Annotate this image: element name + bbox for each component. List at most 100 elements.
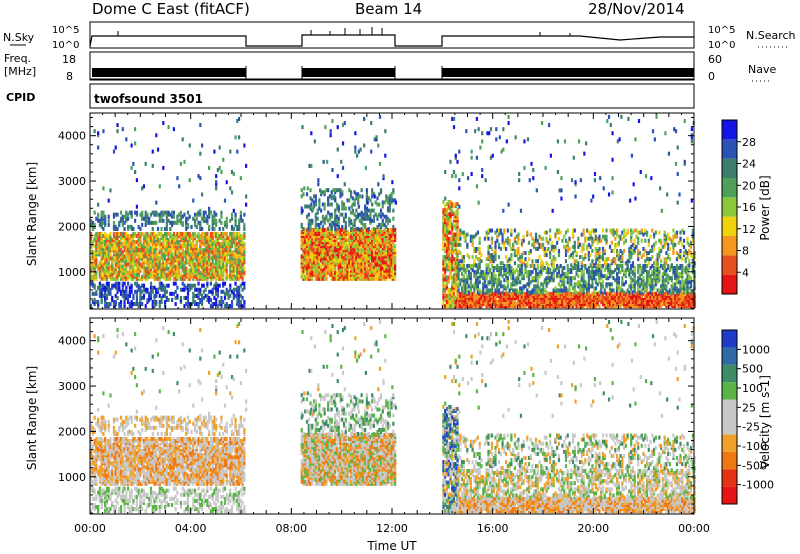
power-cell <box>452 238 456 243</box>
power-cell <box>346 274 349 279</box>
power-cell <box>237 231 241 236</box>
power-cell <box>540 302 543 307</box>
power-cell <box>522 293 525 298</box>
power-cell <box>541 300 545 305</box>
power-cell <box>223 268 227 273</box>
power-cell <box>445 277 449 282</box>
power-cell <box>364 204 367 209</box>
power-cell <box>342 236 346 241</box>
power-cell <box>132 266 135 271</box>
power-cell <box>316 233 319 238</box>
power-cell <box>176 242 179 247</box>
power-cell <box>638 300 642 305</box>
power-cell <box>346 270 349 275</box>
power-cell <box>577 295 580 300</box>
power-cell <box>570 291 573 296</box>
power-cell <box>307 233 310 238</box>
power-cell <box>360 270 363 275</box>
power-cell <box>119 218 123 223</box>
power-cell <box>172 258 175 263</box>
power-cell <box>344 220 347 225</box>
power-cell <box>112 233 116 238</box>
power-cell <box>227 252 230 257</box>
power-cell <box>603 295 606 300</box>
power-cell <box>199 236 202 241</box>
power-cell <box>371 238 374 243</box>
power-cell <box>515 268 518 273</box>
power-cell <box>149 285 153 290</box>
power-cell <box>549 291 552 296</box>
power-cell <box>206 283 209 288</box>
power-cell <box>365 196 369 201</box>
power-cell <box>183 274 186 279</box>
power-cell <box>478 293 481 298</box>
power-cell <box>312 240 316 245</box>
power-cell <box>188 302 191 307</box>
power-cell <box>130 283 133 288</box>
power-cell <box>211 266 214 271</box>
power-cell <box>451 230 454 235</box>
power-cell <box>367 238 370 243</box>
power-cell <box>524 297 527 302</box>
power-cell <box>447 244 450 249</box>
power-cell <box>447 295 450 300</box>
power-cell <box>575 297 578 302</box>
power-cell <box>379 260 383 265</box>
power-cell <box>374 200 377 205</box>
power-cell <box>556 291 559 296</box>
power-cell <box>385 272 388 277</box>
power-cell <box>186 291 190 296</box>
power-cell <box>689 300 693 305</box>
power-cell <box>353 274 356 279</box>
power-cell <box>499 268 502 273</box>
power-cell <box>215 276 218 281</box>
power-cell <box>330 233 333 238</box>
power-cell <box>536 291 539 296</box>
power-cell <box>130 242 133 247</box>
power-cell <box>225 248 228 253</box>
power-cell <box>95 289 98 294</box>
power-cell <box>452 304 456 309</box>
power-cell <box>105 304 109 309</box>
power-cell <box>229 264 232 269</box>
power-cell <box>211 302 214 307</box>
power-cell <box>392 270 395 275</box>
power-cell <box>506 291 509 296</box>
power-cell <box>358 242 361 247</box>
power-cell <box>383 268 386 273</box>
power-cell <box>323 233 326 238</box>
power-cell <box>392 262 395 267</box>
power-cell <box>302 233 305 238</box>
power-cell <box>130 264 133 269</box>
power-cell <box>478 297 481 302</box>
power-cell <box>91 266 94 271</box>
power-cell <box>213 220 216 225</box>
power-cell <box>449 259 452 264</box>
power-cell <box>208 295 211 300</box>
power-cell <box>607 302 610 307</box>
power-cell <box>367 240 370 245</box>
power-cell <box>190 233 193 238</box>
power-cell <box>316 216 319 221</box>
power-cell <box>346 229 349 234</box>
power-cell <box>346 198 349 203</box>
power-cell <box>230 242 234 247</box>
power-cell <box>451 246 454 251</box>
power-cell <box>587 297 590 302</box>
power-cell <box>624 302 627 307</box>
power-cell <box>174 248 177 253</box>
power-cell <box>229 252 232 257</box>
power-cell <box>501 265 504 270</box>
power-cell <box>188 252 191 257</box>
power-cell <box>100 244 103 249</box>
power-cell <box>533 297 536 302</box>
power-cell <box>459 282 462 287</box>
power-cell <box>504 263 508 268</box>
power-cell <box>454 202 457 207</box>
power-cell <box>568 304 571 309</box>
power-cell <box>316 222 319 227</box>
power-cell <box>309 262 312 267</box>
power-cell <box>116 233 119 238</box>
power-cell <box>478 295 481 300</box>
power-cell <box>444 248 447 253</box>
